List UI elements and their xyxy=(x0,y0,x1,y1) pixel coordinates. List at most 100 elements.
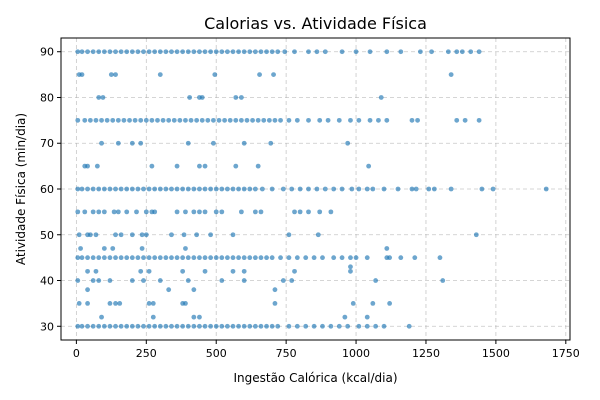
data-point xyxy=(113,323,118,329)
data-point xyxy=(174,49,180,55)
data-point xyxy=(191,49,197,55)
data-point xyxy=(194,232,200,238)
data-point xyxy=(191,186,197,192)
data-points xyxy=(75,49,549,329)
data-point xyxy=(111,209,117,215)
data-point xyxy=(157,255,163,261)
data-point xyxy=(163,186,169,192)
data-point xyxy=(356,186,362,192)
data-point xyxy=(259,186,265,192)
data-point xyxy=(101,186,107,192)
data-point xyxy=(138,140,144,146)
data-point xyxy=(348,117,353,123)
data-point xyxy=(169,232,174,238)
data-point xyxy=(356,117,362,123)
data-point xyxy=(225,49,230,55)
data-point xyxy=(110,246,116,251)
data-point xyxy=(197,49,202,55)
data-point xyxy=(236,186,241,192)
data-point xyxy=(212,72,218,78)
data-point xyxy=(101,209,107,215)
data-point xyxy=(431,186,437,192)
data-point xyxy=(185,49,191,55)
data-point xyxy=(157,323,163,329)
data-point xyxy=(297,186,303,192)
data-point xyxy=(124,186,130,192)
data-point xyxy=(141,278,146,283)
data-point xyxy=(108,72,114,78)
data-point xyxy=(135,255,141,261)
data-point xyxy=(191,209,197,215)
data-point xyxy=(150,300,156,306)
data-point xyxy=(230,268,236,274)
data-point xyxy=(292,49,297,55)
data-point xyxy=(163,323,169,329)
data-point xyxy=(230,255,236,261)
data-point xyxy=(448,186,454,192)
data-point xyxy=(96,186,102,192)
data-point xyxy=(197,314,202,320)
data-point xyxy=(230,232,236,238)
data-point xyxy=(219,323,225,329)
data-point xyxy=(230,323,236,329)
data-point xyxy=(185,278,191,283)
data-point xyxy=(85,323,90,329)
data-point xyxy=(398,49,404,55)
data-point xyxy=(292,268,297,274)
y-tick-label: 60 xyxy=(40,183,54,196)
data-point xyxy=(152,186,158,192)
data-point xyxy=(185,255,191,261)
data-point xyxy=(348,264,353,270)
data-point xyxy=(348,255,353,261)
data-point xyxy=(152,209,158,215)
data-point xyxy=(543,186,549,192)
data-point xyxy=(269,186,275,192)
data-point xyxy=(174,186,180,192)
data-point xyxy=(225,255,230,261)
data-point xyxy=(241,49,247,55)
data-point xyxy=(317,117,323,123)
data-point xyxy=(426,186,432,192)
data-point xyxy=(94,163,100,169)
data-point xyxy=(150,314,156,320)
data-point xyxy=(387,300,393,306)
data-point xyxy=(143,232,149,238)
data-point xyxy=(280,186,286,192)
data-point xyxy=(121,117,127,123)
data-point xyxy=(289,278,295,283)
data-point xyxy=(266,117,272,123)
data-point xyxy=(115,117,121,123)
data-point xyxy=(197,163,202,169)
data-point xyxy=(93,117,99,123)
data-point xyxy=(149,117,155,123)
data-point xyxy=(230,49,236,55)
data-point xyxy=(76,232,82,238)
data-point xyxy=(241,186,247,192)
data-point xyxy=(183,209,188,215)
data-point xyxy=(272,300,278,306)
data-point xyxy=(208,255,214,261)
y-tick-label: 70 xyxy=(40,137,54,150)
data-point xyxy=(93,268,99,274)
data-point xyxy=(322,186,328,192)
x-tick-label: 1500 xyxy=(482,347,510,360)
data-point xyxy=(76,300,82,306)
data-point xyxy=(459,49,465,55)
data-point xyxy=(113,49,118,55)
data-point xyxy=(85,287,90,293)
chart-title: Calorias vs. Atividade Física xyxy=(204,14,427,33)
data-point xyxy=(257,72,262,78)
data-point xyxy=(75,255,81,261)
data-point xyxy=(101,323,107,329)
data-point xyxy=(197,323,202,329)
data-point xyxy=(286,117,292,123)
data-point xyxy=(127,117,132,123)
data-point xyxy=(233,163,239,169)
data-point xyxy=(129,255,135,261)
data-point xyxy=(236,323,241,329)
data-point xyxy=(191,255,197,261)
data-point xyxy=(141,49,146,55)
data-point xyxy=(155,117,160,123)
data-point xyxy=(174,209,180,215)
data-point xyxy=(79,323,85,329)
